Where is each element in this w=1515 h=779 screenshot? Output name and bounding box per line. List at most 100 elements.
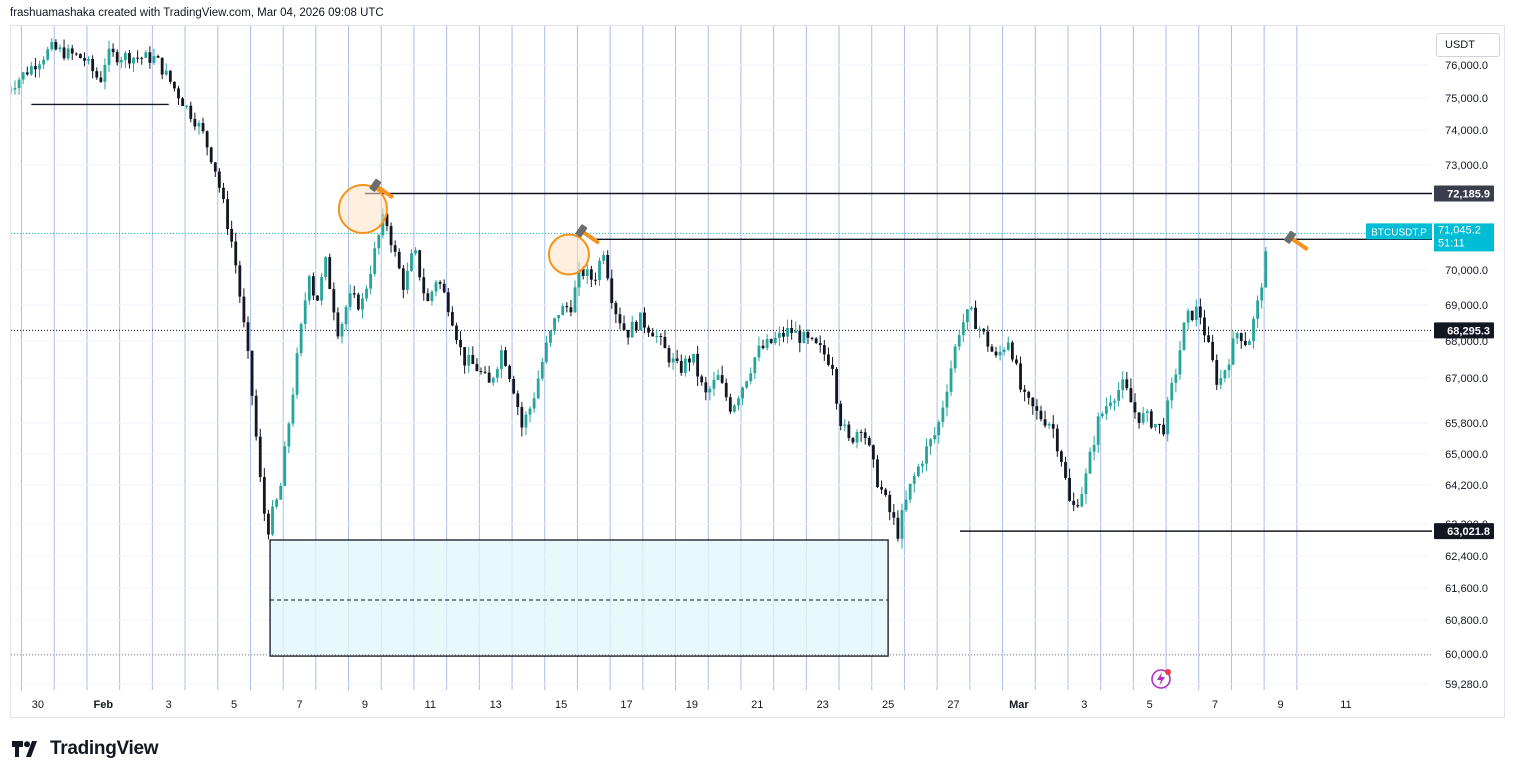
svg-text:71,045.2: 71,045.2 bbox=[1438, 224, 1481, 236]
candle bbox=[782, 326, 785, 343]
candle bbox=[806, 329, 810, 345]
time-tick-label: Feb bbox=[94, 699, 114, 711]
candle bbox=[107, 40, 111, 73]
candle bbox=[524, 411, 528, 435]
candle bbox=[1186, 308, 1190, 330]
candle bbox=[328, 253, 332, 290]
candle bbox=[945, 384, 949, 417]
candle bbox=[1166, 396, 1170, 442]
last-price-tag: 71,045.251:11 bbox=[1434, 223, 1494, 252]
candle bbox=[434, 279, 438, 297]
time-tick-label: 3 bbox=[1081, 699, 1087, 711]
candle bbox=[160, 57, 164, 80]
candle bbox=[847, 421, 851, 442]
candle bbox=[1137, 412, 1141, 429]
candle bbox=[450, 306, 454, 327]
candle bbox=[17, 77, 21, 95]
candle bbox=[311, 272, 315, 301]
candle bbox=[504, 346, 507, 367]
currency-selector[interactable]: USDT bbox=[1436, 33, 1500, 57]
time-tick-label: 13 bbox=[490, 699, 502, 711]
time-tick-label: 3 bbox=[166, 699, 172, 711]
candle bbox=[1023, 384, 1027, 402]
tradingview-logo[interactable]: TradingView bbox=[12, 738, 159, 760]
candle bbox=[389, 222, 393, 253]
candle bbox=[1006, 336, 1010, 352]
candle bbox=[164, 63, 168, 76]
candle bbox=[369, 265, 373, 295]
candle bbox=[777, 326, 781, 347]
demand-zone-box bbox=[269, 539, 889, 657]
candle bbox=[217, 168, 221, 193]
candle bbox=[933, 426, 937, 444]
candle bbox=[291, 387, 295, 427]
candle bbox=[749, 367, 753, 385]
candle bbox=[1260, 283, 1264, 309]
candle bbox=[692, 353, 695, 366]
candle bbox=[1039, 405, 1043, 422]
candle bbox=[1158, 423, 1161, 434]
candle bbox=[949, 360, 953, 396]
candle bbox=[373, 241, 377, 277]
svg-text:63,021.8: 63,021.8 bbox=[1447, 526, 1490, 538]
candle bbox=[475, 358, 479, 372]
candle bbox=[851, 436, 855, 445]
candle bbox=[916, 463, 920, 478]
chart-frame[interactable] bbox=[10, 25, 1505, 718]
candle bbox=[880, 480, 883, 494]
candle bbox=[589, 265, 593, 287]
candle bbox=[573, 280, 577, 314]
candle bbox=[900, 503, 904, 549]
candle bbox=[1117, 382, 1121, 407]
hammer-icon bbox=[1284, 230, 1309, 251]
candle bbox=[700, 374, 704, 386]
time-tick-label: 7 bbox=[296, 699, 302, 711]
candle bbox=[520, 401, 524, 437]
candle bbox=[512, 375, 516, 395]
candle bbox=[528, 406, 532, 423]
candle bbox=[716, 369, 720, 381]
candle bbox=[679, 354, 683, 376]
candle bbox=[1010, 340, 1014, 363]
price-tags: 72,185.970,876.868,295.363,021.871,045.2… bbox=[1151, 185, 1494, 689]
candle bbox=[961, 313, 965, 343]
candle bbox=[626, 329, 630, 345]
candle bbox=[79, 53, 82, 59]
candle bbox=[168, 70, 172, 85]
candle bbox=[267, 509, 270, 540]
candle bbox=[119, 56, 123, 69]
candle bbox=[189, 101, 193, 123]
candle bbox=[181, 97, 184, 106]
candle bbox=[1264, 247, 1268, 288]
candle bbox=[287, 421, 291, 454]
candle bbox=[712, 371, 716, 397]
svg-text:68,295.3: 68,295.3 bbox=[1447, 325, 1490, 337]
price-tick-label: 76,000.0 bbox=[1445, 60, 1488, 72]
candle bbox=[1243, 332, 1247, 347]
price-tick-label: 62,400.0 bbox=[1445, 551, 1488, 563]
svg-text:51:11: 51:11 bbox=[1438, 237, 1465, 249]
candle bbox=[708, 385, 712, 401]
candle bbox=[397, 248, 401, 270]
candle bbox=[561, 303, 565, 316]
demand-zone bbox=[269, 539, 889, 657]
candle bbox=[884, 487, 888, 497]
price-tick-label: 65,800.0 bbox=[1445, 418, 1488, 430]
candle bbox=[401, 264, 405, 299]
candle bbox=[99, 71, 103, 83]
candle bbox=[361, 293, 364, 319]
candle bbox=[70, 44, 74, 61]
price-tick-label: 67,000.0 bbox=[1445, 373, 1488, 385]
candle bbox=[544, 336, 548, 364]
candle bbox=[855, 429, 859, 449]
brand-name: TradingView bbox=[50, 738, 159, 759]
candle bbox=[50, 38, 54, 52]
time-tick-label: Mar bbox=[1009, 699, 1029, 711]
time-tick-label: 27 bbox=[947, 699, 959, 711]
candle bbox=[536, 370, 540, 400]
candle bbox=[925, 438, 928, 472]
candle bbox=[757, 336, 761, 362]
candle bbox=[1149, 409, 1153, 430]
resistance-price-tag: 72,185.9 bbox=[1434, 185, 1494, 202]
